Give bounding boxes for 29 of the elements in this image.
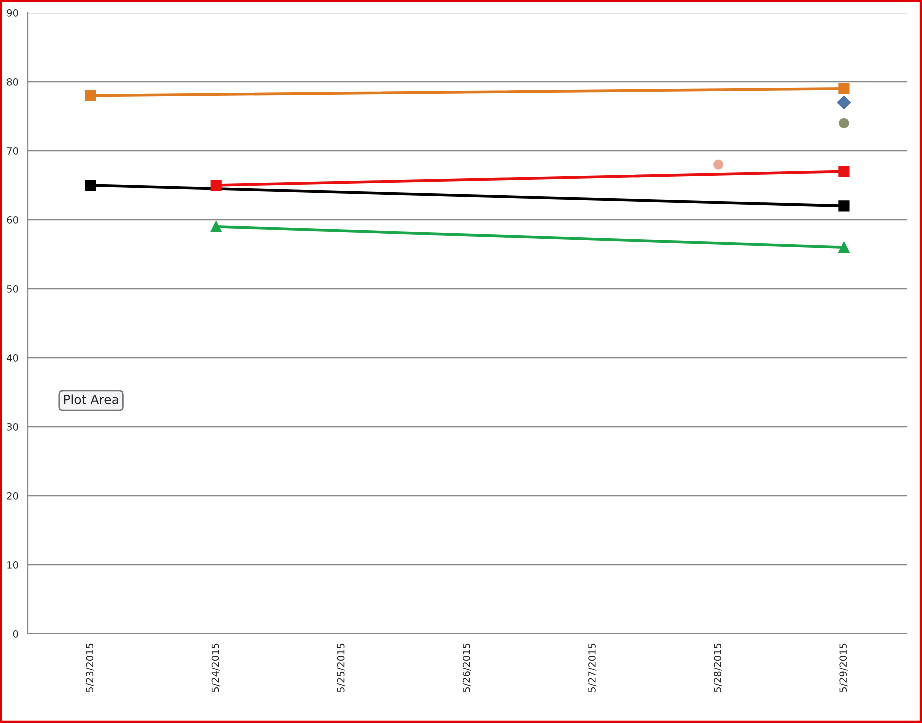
point: [210, 180, 222, 192]
y-tick-label: 70: [7, 147, 18, 155]
point: [838, 83, 850, 94]
point: [838, 200, 850, 212]
point: [714, 160, 724, 170]
y-tick-label: 50: [7, 285, 18, 293]
y-tick-label: 60: [7, 216, 18, 224]
y-tick-label: 0: [13, 630, 18, 638]
x-tick-label: 5/25/2015: [337, 644, 346, 692]
annotation: Plot Area: [64, 394, 118, 404]
x-tick-label: 5/23/2015: [86, 644, 94, 692]
point: [838, 166, 850, 178]
x-tick-label: 5/28/2015: [714, 644, 722, 692]
point: [210, 221, 222, 232]
x-tick-label: 5/26/2015: [462, 644, 472, 692]
y-tick-label: 20: [7, 492, 18, 500]
y-tick-label: 30: [7, 423, 18, 431]
x-tick-label: 5/24/2015: [212, 644, 220, 692]
y-tick-label: 90: [7, 9, 18, 17]
x-tick-label: 5/27/2015: [588, 644, 597, 692]
point: [838, 242, 850, 254]
point: [839, 118, 850, 128]
x-tick-label: 5/29/2015: [840, 644, 848, 692]
y-tick-label: 10: [8, 561, 18, 569]
point: [85, 90, 96, 102]
point: [85, 180, 96, 192]
y-tick-label: 80: [7, 78, 18, 86]
y-tick-label: 40: [7, 354, 18, 362]
point: [837, 96, 852, 110]
